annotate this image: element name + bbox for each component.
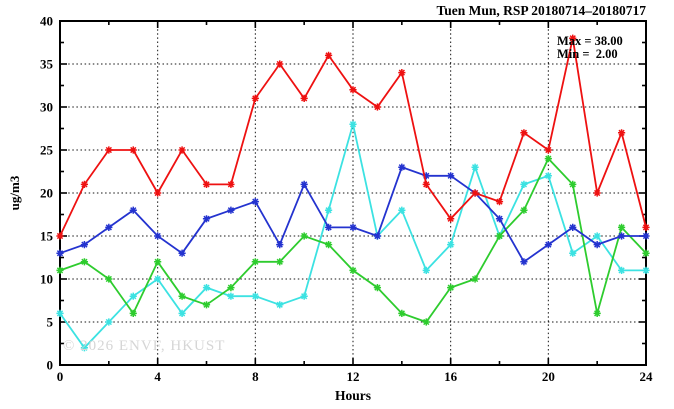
y-tick-label: 20 <box>40 186 53 201</box>
red-markers <box>56 34 650 240</box>
x-tick-label: 0 <box>57 369 64 384</box>
x-axis-label: Hours <box>334 388 372 403</box>
gridlines <box>60 21 646 365</box>
y-axis-label: ug/m3 <box>7 175 22 211</box>
watermark: © 2026 ENVF, HKUST <box>63 338 226 354</box>
x-tick-label: 24 <box>640 369 654 384</box>
min-annotation: Min = 2.00 <box>557 47 618 61</box>
x-tick-label: 4 <box>154 369 161 384</box>
blue-series <box>56 163 650 266</box>
green-line <box>59 157 647 324</box>
y-tick-label: 5 <box>47 315 54 330</box>
x-tick-label: 12 <box>347 369 360 384</box>
y-tick-label: 0 <box>47 358 54 373</box>
y-tick-label: 40 <box>40 14 53 29</box>
y-tick-label: 15 <box>40 229 54 244</box>
tick-labels: 0 4 8 12 16 20 24 0 5 10 15 20 25 30 35 40 <box>40 14 653 385</box>
x-tick-label: 8 <box>252 369 259 384</box>
x-tick-label: 16 <box>444 369 458 384</box>
y-tick-label: 25 <box>40 143 54 158</box>
blue-markers <box>56 163 650 266</box>
green-markers <box>56 155 650 326</box>
y-tick-label: 30 <box>40 100 53 115</box>
chart-title: Tuen Mun, RSP 20180714–20180717 <box>436 3 646 18</box>
green-series <box>56 155 650 326</box>
red-series <box>56 34 650 240</box>
x-tick-label: 20 <box>542 369 555 384</box>
y-tick-label: 35 <box>40 57 54 72</box>
max-annotation: Max = 38.00 <box>557 34 623 48</box>
plot-border <box>59 20 647 366</box>
y-tick-label: 10 <box>40 272 53 287</box>
